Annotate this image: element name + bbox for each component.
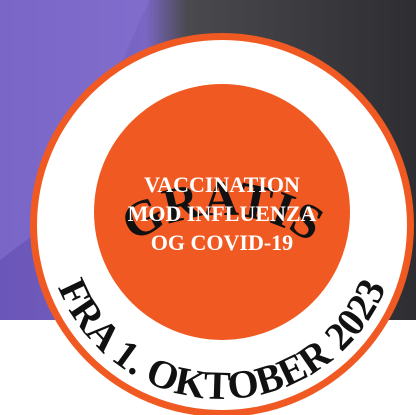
center-line: OG COVID-19	[151, 230, 293, 255]
center-line: MOD INFLUENZA	[128, 201, 317, 226]
center-line: VACCINATION	[144, 172, 300, 197]
badge-graphic: GRATIS FRA 1. OKTOBER 2023 VACCINATION M…	[0, 0, 416, 415]
